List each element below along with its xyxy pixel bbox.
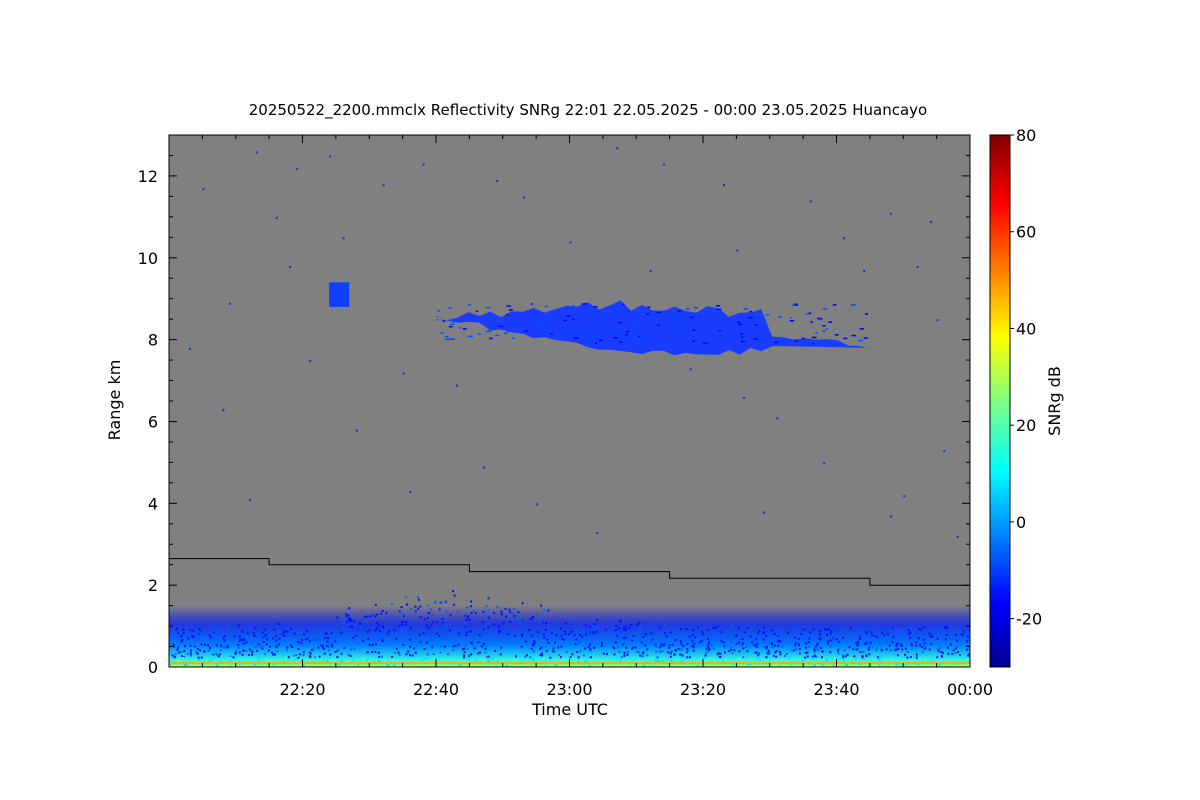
noise-specks (189, 147, 959, 538)
colorbar-label: SNRg dB (1045, 366, 1064, 436)
noise-speck (402, 372, 405, 375)
x-tick-label: 23:40 (813, 680, 859, 699)
colorbar-tick-label: 60 (1016, 223, 1036, 242)
colorbar-tick-label: 20 (1016, 416, 1036, 435)
x-tick-label: 00:00 (947, 680, 993, 699)
noise-speck (616, 147, 619, 150)
x-tick-label: 22:20 (279, 680, 325, 699)
noise-speck (522, 196, 525, 199)
colorbar-tick-label: 40 (1016, 319, 1036, 338)
noise-speck (916, 266, 919, 268)
noise-speck (309, 360, 312, 363)
noise-speck (596, 532, 599, 534)
noise-speck (863, 270, 866, 272)
noise-speck (763, 511, 766, 514)
colorbar: -20 0 20 40 60 80 SNRg dB (989, 126, 1064, 668)
noise-speck (569, 241, 572, 244)
noise-speck (355, 429, 358, 432)
chart-title: 20250522_2200.mmclx Reflectivity SNRg 22… (249, 101, 928, 120)
colorbar-tick-label: -20 (1016, 610, 1042, 629)
noise-speck (903, 495, 906, 498)
noise-speck (843, 237, 846, 240)
y-axis: 0 2 4 6 8 10 12 (138, 134, 970, 677)
noise-speck (189, 347, 191, 350)
noise-speck (202, 188, 205, 191)
noise-speck (649, 270, 652, 272)
noise-speck (936, 319, 939, 322)
y-axis-label: Range km (105, 360, 124, 441)
noise-speck (889, 515, 892, 518)
x-tick-label: 22:40 (413, 680, 459, 699)
noise-speck (229, 302, 232, 305)
noise-speck (736, 249, 739, 252)
boundary-layer-echo (169, 605, 970, 667)
noise-speck (743, 396, 745, 399)
y-tick-label: 8 (148, 331, 158, 350)
noise-speck (249, 499, 252, 502)
plot-background (169, 135, 970, 667)
noise-speck (289, 266, 292, 268)
noise-speck (776, 417, 779, 420)
y-tick-label: 4 (148, 494, 158, 513)
y-tick-label: 10 (138, 249, 158, 268)
noise-speck (409, 491, 412, 493)
noise-speck (382, 184, 385, 187)
noise-speck (536, 503, 539, 506)
plot-area (168, 134, 971, 668)
noise-speck (956, 536, 959, 538)
x-axis: 22:20 22:40 23:00 23:20 23:40 00:00 (201, 135, 993, 699)
colorbar-tick-label: 0 (1016, 513, 1026, 532)
noise-speck (482, 466, 485, 469)
noise-speck (275, 216, 278, 219)
noise-speck (943, 450, 946, 453)
noise-speck (422, 163, 425, 166)
noise-speck (809, 200, 812, 203)
noise-speck (255, 151, 258, 154)
small-cloud-echo (329, 282, 350, 307)
y-tick-label: 6 (148, 412, 158, 431)
noise-speck (295, 167, 298, 170)
noise-speck (689, 368, 692, 371)
y-tick-label: 0 (148, 658, 158, 677)
y-tick-label: 12 (138, 167, 158, 186)
noise-speck (456, 384, 458, 387)
y-tick-label: 2 (148, 576, 158, 595)
noise-speck (222, 409, 225, 412)
noise-speck (929, 220, 932, 223)
boundary-layer-speckle (169, 590, 970, 667)
noise-speck (889, 212, 892, 215)
colorbar-tick-label: 80 (1016, 126, 1036, 145)
noise-speck (663, 163, 665, 166)
noise-speck (723, 184, 725, 187)
noise-speck (342, 237, 345, 240)
x-axis-label: Time UTC (531, 700, 608, 719)
noise-speck (329, 155, 332, 158)
x-tick-label: 23:00 (546, 680, 592, 699)
cloud-layer-echo (436, 300, 870, 356)
x-tick-label: 23:20 (680, 680, 726, 699)
colorbar-scale (989, 134, 1011, 668)
cloud-layer-body (436, 300, 870, 356)
step-line (169, 558, 970, 586)
noise-speck (496, 180, 499, 182)
noise-speck (823, 462, 826, 465)
